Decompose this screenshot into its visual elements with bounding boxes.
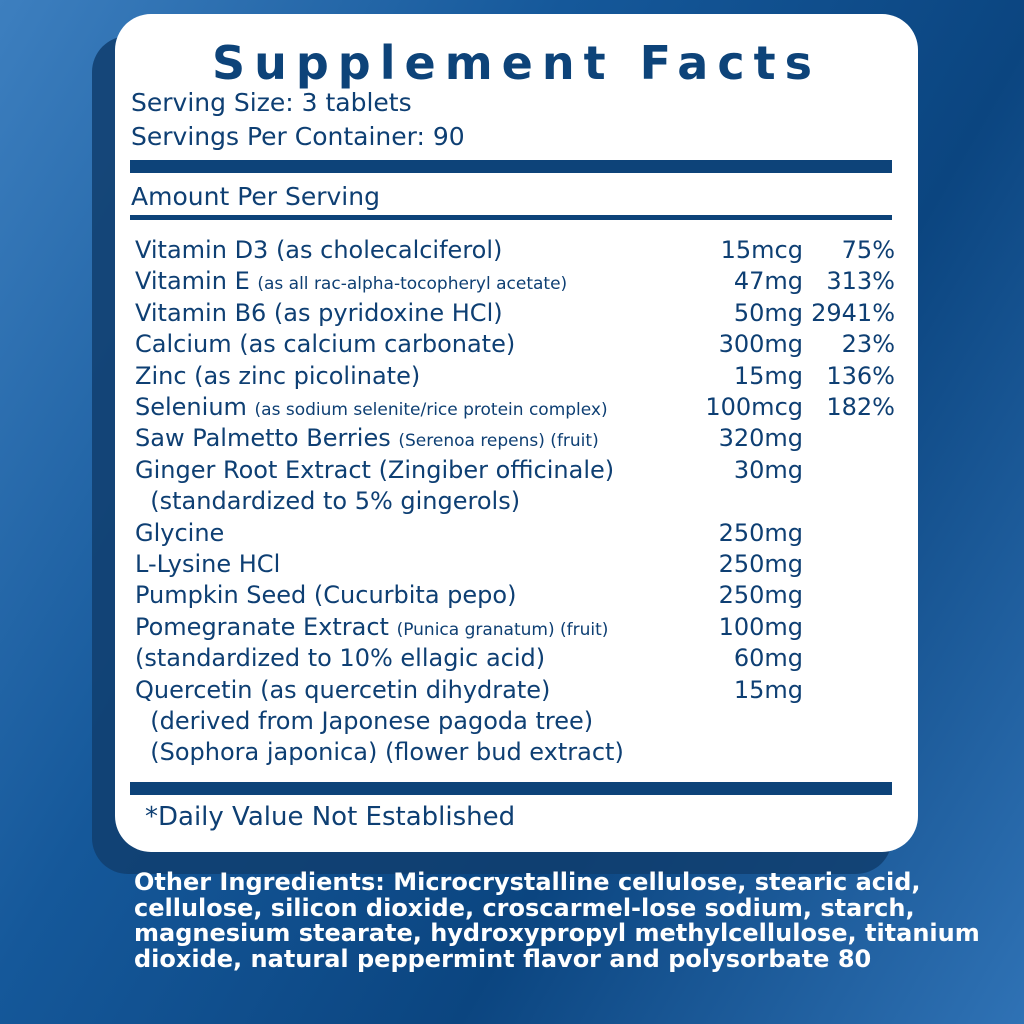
daily-value: 23% xyxy=(841,330,895,359)
nutrient-row: (standardized to 10% ellagic acid) 60mg xyxy=(135,644,895,676)
supplement-facts-panel: Supplement Facts Serving Size: 3 tablets… xyxy=(115,14,918,852)
nutrient-name: Vitamin B6 (as pyridoxine HCl) xyxy=(135,298,503,327)
nutrient-amount: 300mg xyxy=(718,330,803,359)
nutrient-name: Calcium (as calcium carbonate) xyxy=(135,330,516,359)
nutrient-name: (standardized to 5% gingerols) xyxy=(135,487,521,516)
nutrient-name: Vitamin D3 (as cholecalciferol) xyxy=(135,236,503,264)
daily-value: 182% xyxy=(826,393,895,421)
thin-divider xyxy=(130,215,892,220)
nutrient-name: Selenium (as sodium selenite/rice protei… xyxy=(135,393,608,421)
nutrient-name: Pomegranate Extract (Punica granatum) (f… xyxy=(135,612,609,641)
daily-value: 2941% xyxy=(811,298,895,327)
nutrient-name: (standardized to 10% ellagic acid) xyxy=(135,644,546,673)
nutrient-row: Saw Palmetto Berries (Serenoa repens) (f… xyxy=(135,424,895,456)
serving-size: Serving Size: 3 tablets xyxy=(131,88,412,117)
nutrient-amount: 250mg xyxy=(718,550,803,578)
nutrient-amount: 15mg xyxy=(733,361,803,390)
nutrient-name: Vitamin E (as all rac-alpha-tocopheryl a… xyxy=(135,267,568,296)
nutrient-name: (derived from Japonese pagoda tree) xyxy=(135,707,594,735)
daily-value: 136% xyxy=(826,361,895,390)
nutrient-row: Calcium (as calcium carbonate) 300mg 23% xyxy=(135,330,895,362)
nutrient-row: (derived from Japonese pagoda tree) xyxy=(135,707,895,739)
daily-value: 313% xyxy=(826,267,895,296)
nutrient-amount: 100mg xyxy=(718,612,803,641)
nutrient-name: (Sophora japonica) (flower bud extract) xyxy=(135,738,624,767)
nutrient-row: (standardized to 5% gingerols) xyxy=(135,487,895,519)
nutrient-amount: 320mg xyxy=(718,424,803,453)
nutrient-row: (Sophora japonica) (flower bud extract) xyxy=(135,738,895,770)
nutrient-amount: 15mg xyxy=(733,675,803,704)
nutrient-row: Vitamin B6 (as pyridoxine HCl) 50mg 2941% xyxy=(135,299,895,331)
footnote: *Daily Value Not Established xyxy=(145,802,516,832)
nutrient-amount: 60mg xyxy=(733,644,803,673)
nutrient-name: Quercetin (as quercetin dihydrate) xyxy=(135,675,551,704)
nutrient-amount: 250mg xyxy=(718,581,803,610)
nutrient-amount: 100mcg xyxy=(705,393,803,421)
bottom-divider xyxy=(130,782,892,795)
nutrient-name: L-Lysine HCl xyxy=(135,550,281,578)
nutrient-row: Selenium (as sodium selenite/rice protei… xyxy=(135,393,895,425)
nutrient-row: Vitamin E (as all rac-alpha-tocopheryl a… xyxy=(135,267,895,299)
nutrient-row: L-Lysine HCl 250mg xyxy=(135,550,895,582)
nutrient-row: Ginger Root Extract (Zingiber officinale… xyxy=(135,456,895,488)
amount-per-serving-header: Amount Per Serving xyxy=(131,182,380,211)
nutrient-row: Quercetin (as quercetin dihydrate) 15mg xyxy=(135,676,895,708)
nutrient-amount: 47mg xyxy=(733,267,803,296)
nutrient-name: Glycine xyxy=(135,518,225,547)
other-ingredients: Other Ingredients: Microcrystalline cell… xyxy=(134,868,980,973)
nutrient-name: Saw Palmetto Berries (Serenoa repens) (f… xyxy=(135,424,599,453)
nutrient-amount: 15mcg xyxy=(720,236,803,264)
nutrient-amount: 50mg xyxy=(733,298,803,327)
nutrient-row: Glycine 250mg xyxy=(135,519,895,551)
nutrient-name: Ginger Root Extract (Zingiber officinale… xyxy=(135,455,615,484)
nutrient-amount: 30mg xyxy=(733,455,803,484)
nutrient-name: Zinc (as zinc picolinate) xyxy=(135,361,421,390)
servings-per-container: Servings Per Container: 90 xyxy=(131,122,465,151)
nutrient-row: Zinc (as zinc picolinate) 15mg 136% xyxy=(135,362,895,394)
nutrient-row: Pumpkin Seed (Cucurbita pepo) 250mg xyxy=(135,581,895,613)
nutrient-row: Vitamin D3 (as cholecalciferol) 15mcg 75% xyxy=(135,236,895,268)
nutrient-name: Pumpkin Seed (Cucurbita pepo) xyxy=(135,581,517,610)
daily-value: 75% xyxy=(841,236,895,264)
nutrient-row: Pomegranate Extract (Punica granatum) (f… xyxy=(135,613,895,645)
thick-divider xyxy=(130,160,892,173)
panel-title: Supplement Facts xyxy=(212,36,821,90)
nutrient-amount: 250mg xyxy=(718,518,803,547)
